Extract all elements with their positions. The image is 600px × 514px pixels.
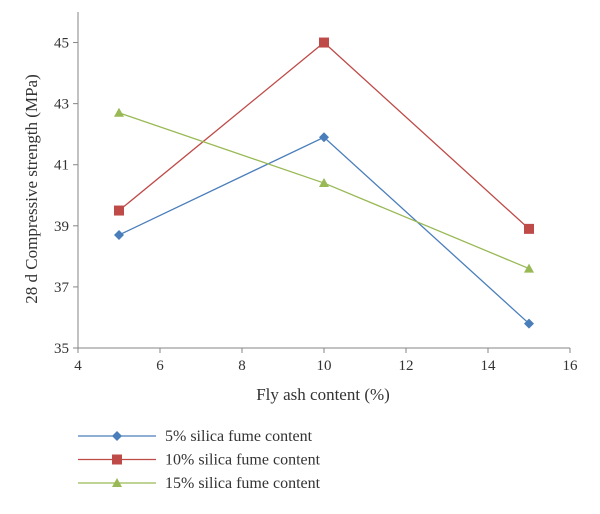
y-tick-label: 43: [54, 97, 69, 113]
data-point: [319, 37, 329, 48]
y-tick-label: 41: [54, 158, 69, 174]
x-tick-label: 6: [156, 358, 164, 374]
x-tick-label: 16: [563, 358, 579, 374]
data-point: [114, 107, 124, 117]
legend-marker: [112, 478, 122, 487]
x-tick-label: 10: [317, 358, 332, 374]
y-tick-label: 35: [54, 341, 69, 357]
series-line-1: [118, 136, 530, 325]
y-tick-label: 39: [54, 219, 69, 235]
data-point: [524, 263, 534, 273]
legend-marker: [112, 431, 122, 441]
legend-item: 5% silica fume content: [78, 428, 313, 445]
x-axis-title: Fly ash content (%): [256, 385, 390, 404]
x-tick-label: 8: [238, 358, 246, 374]
y-axis-title: 28 d Compressive strength (MPa): [22, 74, 41, 303]
y-tick-label: 37: [54, 280, 70, 296]
legend-item: 10% silica fume content: [78, 452, 321, 469]
legend-label: 10% silica fume content: [165, 452, 321, 469]
data-point: [319, 132, 329, 143]
data-point: [524, 223, 534, 234]
data-point: [114, 205, 124, 216]
y-tick-label: 45: [54, 36, 69, 52]
legend-item: 15% silica fume content: [78, 475, 321, 492]
x-tick-label: 12: [399, 358, 414, 374]
plot-area: 35 37 39 41 43 45 4 6 8 10 12 14 16: [54, 12, 578, 374]
legend-label: 15% silica fume content: [165, 475, 321, 492]
legend-label: 5% silica fume content: [165, 428, 313, 445]
data-point: [319, 178, 329, 188]
x-tick-label: 14: [481, 358, 497, 374]
data-point: [524, 318, 534, 329]
legend-marker: [112, 454, 122, 465]
x-tick-label: 4: [74, 358, 82, 374]
data-point: [114, 229, 124, 240]
legend: 5% silica fume content 10% silica fume co…: [78, 428, 321, 492]
